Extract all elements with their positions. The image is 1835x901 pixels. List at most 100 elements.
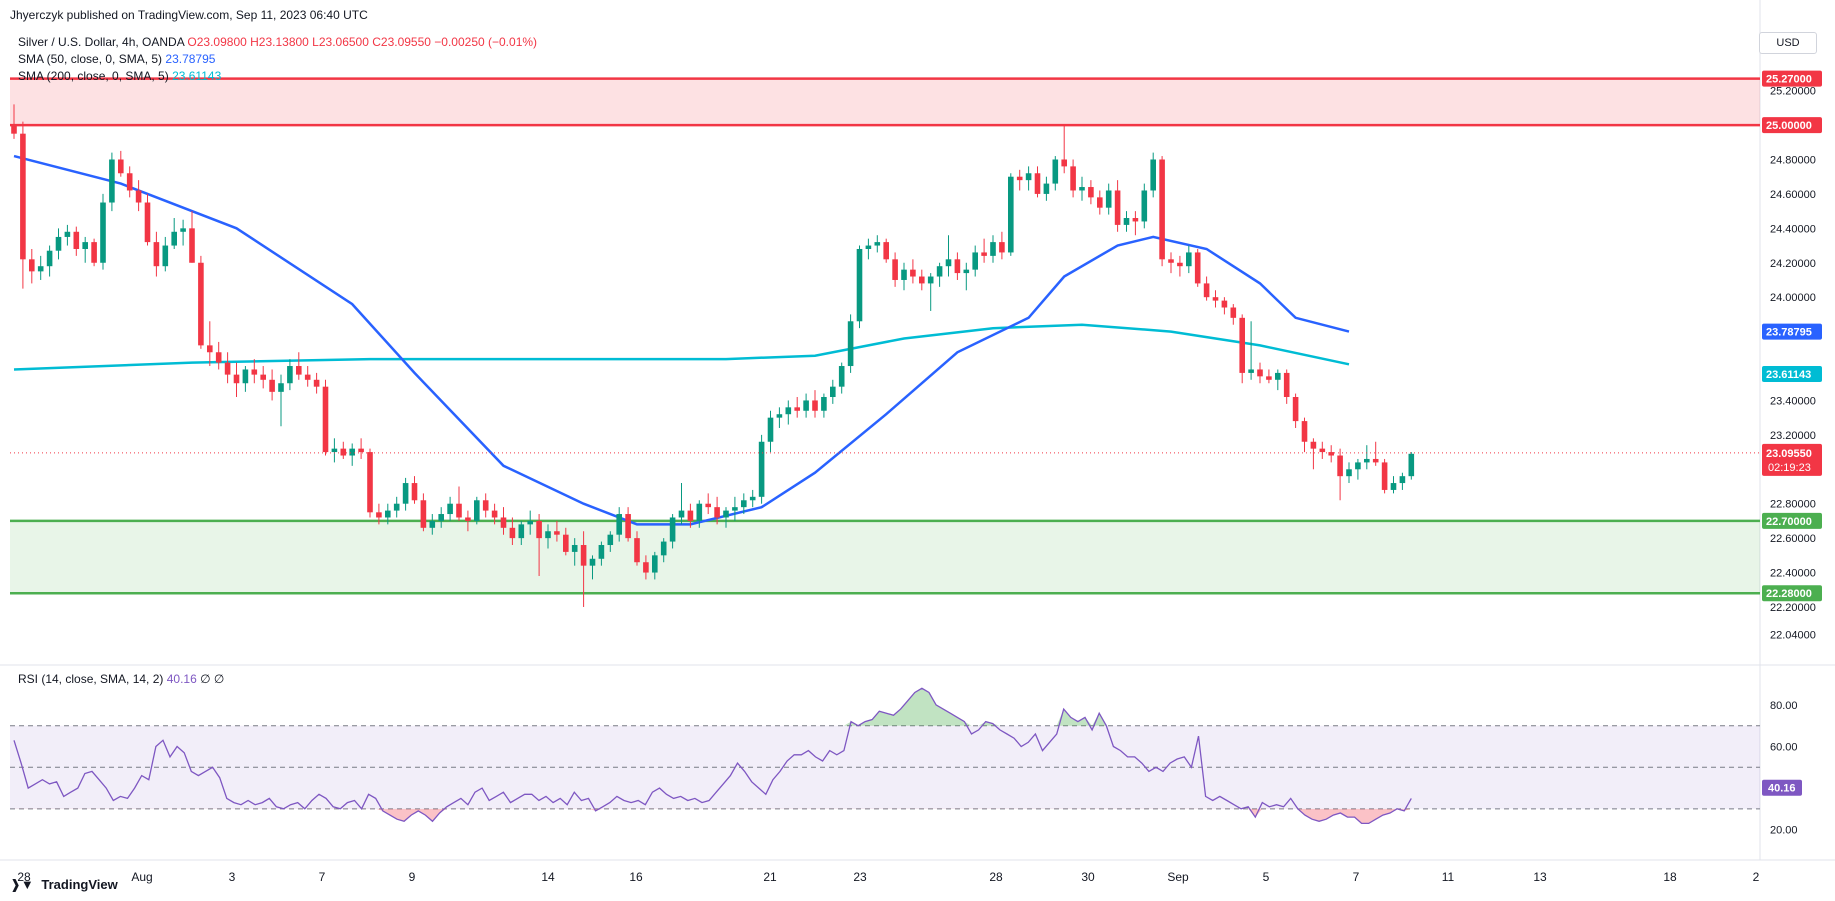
candle-body <box>153 242 160 267</box>
time-tick-label: 2 <box>1753 870 1760 884</box>
candle-body <box>438 514 444 521</box>
candle-body <box>527 520 533 525</box>
candle-body <box>963 269 970 274</box>
candle-body <box>1364 458 1370 463</box>
candle-body <box>554 531 560 535</box>
price-tick-label: 22.40000 <box>1770 568 1816 580</box>
rsi-line <box>13 687 1412 825</box>
price-tick-label: 22.80000 <box>1770 499 1816 511</box>
candle-body <box>927 276 934 284</box>
candle-body <box>1025 173 1032 181</box>
rsi-oversold-fill <box>14 808 1412 824</box>
candle-body <box>1105 190 1112 208</box>
candle-body <box>1150 159 1156 191</box>
candle-body <box>100 202 106 263</box>
support-price-tag <box>1762 512 1822 529</box>
candle-body <box>456 503 462 518</box>
candle-body <box>705 503 711 508</box>
candle-body <box>1399 476 1406 484</box>
time-tick-label: 28 <box>989 870 1003 884</box>
candle-body <box>1319 448 1326 453</box>
resistance-zone <box>10 78 1760 126</box>
candle-body <box>447 503 453 515</box>
candle-body <box>580 545 587 566</box>
price-tick-label: 24.60000 <box>1770 189 1816 201</box>
candle-body <box>64 231 71 237</box>
price-tick-label: 24.40000 <box>1770 223 1816 235</box>
time-tick-label: Sep <box>1167 870 1189 884</box>
candle-body <box>20 133 26 260</box>
candle-body <box>678 510 685 518</box>
symbol-name: Silver / U.S. Dollar, 4h, OANDA <box>18 35 185 49</box>
sma50-label: SMA (50, close, 0, SMA, 5) <box>18 52 163 66</box>
candle-body <box>376 512 382 518</box>
candle-body <box>118 159 124 174</box>
price-tick-label: 24.20000 <box>1770 258 1816 270</box>
axes: 25.20000 24.80000 24.60000 24.40000 24.20000… <box>17 70 1822 884</box>
candle-body <box>571 545 578 552</box>
rsi-value-tag-label: 40.16 <box>1768 783 1796 795</box>
candle-body <box>482 500 489 511</box>
tradingview-brand[interactable]: ❱▼ TradingView <box>10 877 118 893</box>
moving-averages <box>13 154 1350 526</box>
candle-body <box>954 259 961 274</box>
candles <box>11 104 1415 607</box>
candle-body <box>1052 159 1059 184</box>
candle-body <box>838 366 845 387</box>
candle-body <box>981 252 987 256</box>
candle-body <box>1230 307 1237 318</box>
candle-body <box>536 520 542 539</box>
time-tick-label: 5 <box>1263 870 1270 884</box>
candle-body <box>162 245 169 267</box>
candle-body <box>1381 462 1388 490</box>
candle-body <box>794 407 800 411</box>
candle-body <box>1061 159 1067 167</box>
candle-body <box>847 321 854 367</box>
candle-body <box>402 483 409 504</box>
rsi-legend[interactable]: RSI (14, close, SMA, 14, 2) 40.16 ∅ ∅ <box>18 672 224 686</box>
sma200-legend[interactable]: SMA (200, close, 0, SMA, 5) 23.61143 <box>18 69 221 83</box>
sma-price-tag <box>1762 366 1822 383</box>
time-tick-label: 14 <box>541 870 555 884</box>
candle-body <box>215 352 222 363</box>
candle-body <box>1310 441 1317 449</box>
candle-body <box>518 524 525 539</box>
candle-body <box>696 503 703 521</box>
candle-body <box>1123 218 1130 225</box>
sma50-legend[interactable]: SMA (50, close, 0, SMA, 5) 23.78795 <box>18 52 215 66</box>
price-tick-label: 22.20000 <box>1770 602 1816 614</box>
time-tick-label: 11 <box>1442 870 1455 884</box>
time-tick-label: 28 <box>17 870 31 884</box>
rsi-tick-label: 60.00 <box>1770 741 1798 753</box>
support-price-tag <box>1762 585 1822 602</box>
rsi-value: 40.16 <box>166 672 197 686</box>
support-price-tag-label: 22.28000 <box>1766 588 1812 600</box>
candle-body <box>180 228 186 232</box>
candle-body <box>1372 458 1379 463</box>
candle-body <box>865 245 872 249</box>
sma-price-tag-label: 23.61143 <box>1766 369 1811 381</box>
rsi-tick-label: 20.00 <box>1770 825 1798 837</box>
symbol-legend[interactable]: Silver / U.S. Dollar, 4h, OANDA O23.0980… <box>18 35 537 49</box>
candle-body <box>652 555 658 573</box>
rsi-value-tag <box>1762 779 1802 796</box>
candle-body <box>936 266 943 277</box>
candle-body <box>465 517 471 521</box>
candle-body <box>322 386 329 453</box>
time-tick-label: 21 <box>763 870 777 884</box>
candle-body <box>1239 317 1245 373</box>
candle-body <box>1008 176 1014 253</box>
candle-body <box>1266 376 1272 380</box>
candle-body <box>1194 252 1201 284</box>
candle-body <box>892 259 898 280</box>
price-tick-label: 24.00000 <box>1770 292 1816 304</box>
candle-body <box>598 545 605 559</box>
candle-body <box>1301 421 1308 442</box>
candle-body <box>589 558 596 566</box>
candle-body <box>1186 252 1192 267</box>
candle-body <box>919 276 925 284</box>
candle-body <box>1159 159 1165 260</box>
currency-button[interactable]: USD <box>1759 32 1817 54</box>
sma200-value: 23.61143 <box>172 69 222 83</box>
